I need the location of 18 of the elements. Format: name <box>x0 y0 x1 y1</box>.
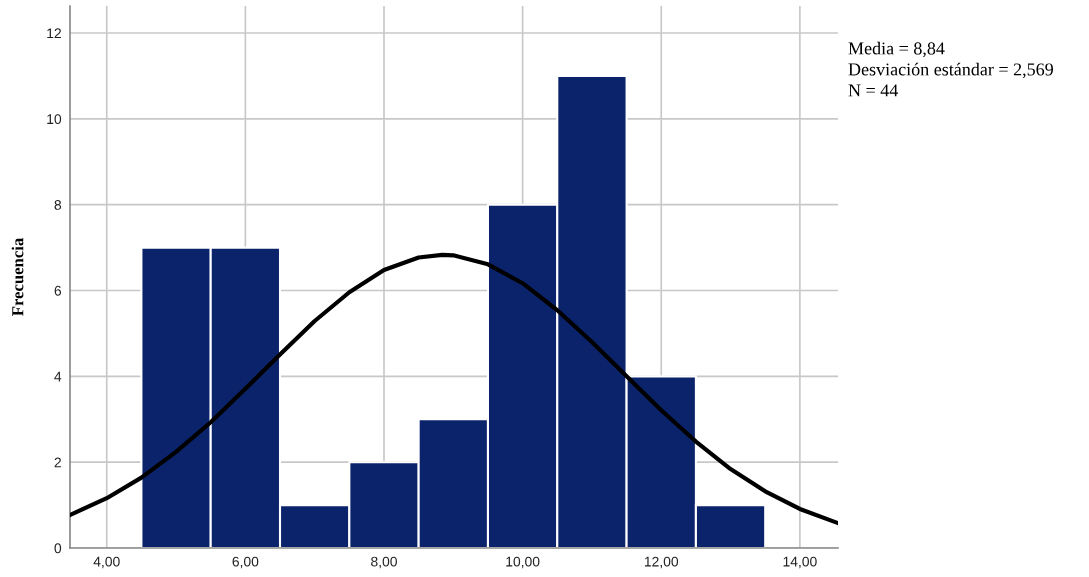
x-tick-label: 4,00 <box>93 556 120 569</box>
x-tick-label: 8,00 <box>371 556 397 569</box>
y-tick-label: 8 <box>54 200 62 210</box>
text: Desviación estándar = 2,569 <box>848 62 1053 79</box>
y-tick-label: 4 <box>54 371 62 382</box>
text: Media = 8,84 <box>848 41 945 58</box>
y-axis-title: Frecuencia <box>11 238 24 316</box>
x-tick-label: 14,00 <box>783 556 817 569</box>
y-tick-label: 6 <box>54 285 62 296</box>
y-tick-label: 2 <box>54 457 61 468</box>
line-series <box>70 252 838 526</box>
text: N = 44 <box>848 84 899 97</box>
y-tick-label: 10 <box>47 114 62 125</box>
y-tick-label: 0 <box>54 543 62 554</box>
x-tick-label: 6,00 <box>232 556 259 569</box>
x-tick-label: 10,00 <box>506 556 540 569</box>
y-tick-label: 12 <box>47 28 61 39</box>
x-tick-label: 12,00 <box>644 556 679 569</box>
